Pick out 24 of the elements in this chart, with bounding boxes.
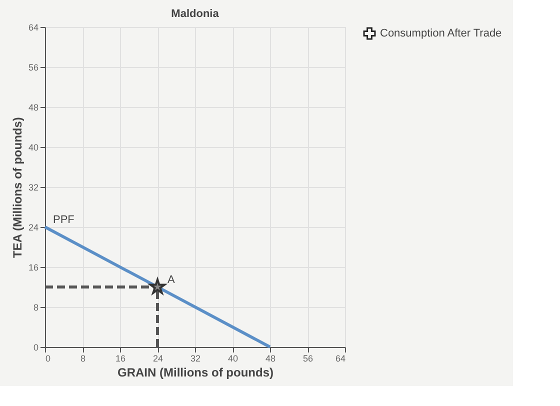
x-tick-label: 0 [46,354,51,364]
x-tick-label: 32 [190,354,201,364]
y-tick-label: 64 [28,22,38,32]
x-tick-label: 8 [80,354,86,364]
x-tick-label: 24 [152,354,164,364]
x-tick-label: 16 [115,354,126,364]
y-tick-label: 0 [33,342,38,352]
y-tick-label: 56 [28,62,38,72]
x-tick-label: 48 [265,354,276,364]
y-axis-title: TEA (Millions of pounds) [10,117,24,258]
annotation: A [168,274,176,286]
y-tick-label: 32 [28,182,38,192]
x-tick-label: 64 [335,354,346,364]
x-axis-title: GRAIN (Millions of pounds) [118,366,274,380]
y-tick-label: 48 [28,102,38,112]
annotation: PPF [53,214,75,226]
y-tick-label: 8 [33,302,38,312]
y-tick-label: 16 [28,262,38,272]
y-tick-label: 24 [28,222,38,232]
x-tick-label: 56 [302,354,314,364]
legend-label: Consumption After Trade [380,28,502,40]
chart-title: Maldonia [171,8,220,20]
x-tick-label: 40 [228,354,238,364]
y-tick-label: 40 [28,142,38,152]
